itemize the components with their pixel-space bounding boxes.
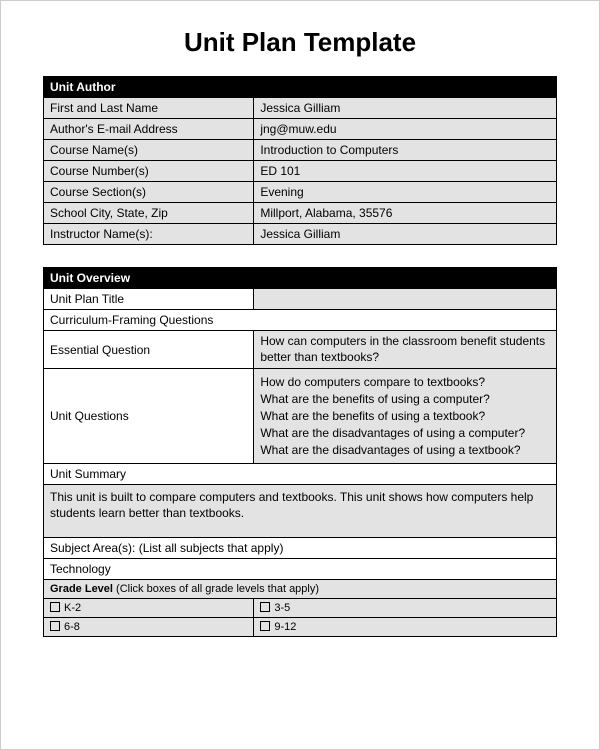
checkbox-icon[interactable] xyxy=(50,621,60,631)
checkbox-icon[interactable] xyxy=(260,621,270,631)
unit-question: How do computers compare to textbooks? xyxy=(260,375,550,389)
grade-header: Grade Level (Click boxes of all grade le… xyxy=(44,580,557,599)
subject-label: Subject Area(s): (List all subjects that… xyxy=(44,538,557,559)
plan-title-label: Unit Plan Title xyxy=(44,289,254,310)
summary-text: This unit is built to compare computers … xyxy=(44,485,557,538)
unitq-cell: How do computers compare to textbooks? W… xyxy=(254,369,557,464)
author-row-value: Jessica Gilliam xyxy=(254,224,557,245)
grade-option: 6-8 xyxy=(64,621,80,633)
spacer xyxy=(43,245,557,267)
author-header: Unit Author xyxy=(44,77,557,98)
author-row-value: Introduction to Computers xyxy=(254,140,557,161)
plan-title-value xyxy=(254,289,557,310)
subject-value: Technology xyxy=(44,559,557,580)
grade-option: 3-5 xyxy=(274,602,290,614)
overview-header: Unit Overview xyxy=(44,268,557,289)
unit-question: What are the disadvantages of using a te… xyxy=(260,443,550,457)
grade-option: K-2 xyxy=(64,602,81,614)
grade-label-strong: Grade Level xyxy=(50,583,113,595)
author-row-label: Course Section(s) xyxy=(44,182,254,203)
grade-cell: K-2 xyxy=(44,599,254,618)
cfq-label: Curriculum-Framing Questions xyxy=(44,310,557,331)
summary-label: Unit Summary xyxy=(44,464,557,485)
author-row-value: Evening xyxy=(254,182,557,203)
unit-question: What are the disadvantages of using a co… xyxy=(260,426,550,440)
author-row-label: Author's E-mail Address xyxy=(44,119,254,140)
unit-question: What are the benefits of using a textboo… xyxy=(260,409,550,423)
grade-option: 9-12 xyxy=(274,621,296,633)
page-title: Unit Plan Template xyxy=(43,27,557,58)
author-row-value: jng@muw.edu xyxy=(254,119,557,140)
grade-cell: 6-8 xyxy=(44,618,254,637)
overview-table: Unit Overview Unit Plan Title Curriculum… xyxy=(43,267,557,637)
author-row-label: Instructor Name(s): xyxy=(44,224,254,245)
essential-text: How can computers in the classroom benef… xyxy=(254,331,557,369)
author-row-label: First and Last Name xyxy=(44,98,254,119)
author-row-value: Millport, Alabama, 35576 xyxy=(254,203,557,224)
grade-cell: 9-12 xyxy=(254,618,557,637)
author-table: Unit Author First and Last Name Jessica … xyxy=(43,76,557,245)
page: Unit Plan Template Unit Author First and… xyxy=(0,0,600,750)
unitq-label: Unit Questions xyxy=(44,369,254,464)
essential-label: Essential Question xyxy=(44,331,254,369)
grade-cell: 3-5 xyxy=(254,599,557,618)
checkbox-icon[interactable] xyxy=(50,602,60,612)
author-row-label: School City, State, Zip xyxy=(44,203,254,224)
checkbox-icon[interactable] xyxy=(260,602,270,612)
author-row-value: Jessica Gilliam xyxy=(254,98,557,119)
grade-label-rest: (Click boxes of all grade levels that ap… xyxy=(113,583,319,595)
author-row-label: Course Number(s) xyxy=(44,161,254,182)
author-row-label: Course Name(s) xyxy=(44,140,254,161)
unit-question: What are the benefits of using a compute… xyxy=(260,392,550,406)
author-row-value: ED 101 xyxy=(254,161,557,182)
